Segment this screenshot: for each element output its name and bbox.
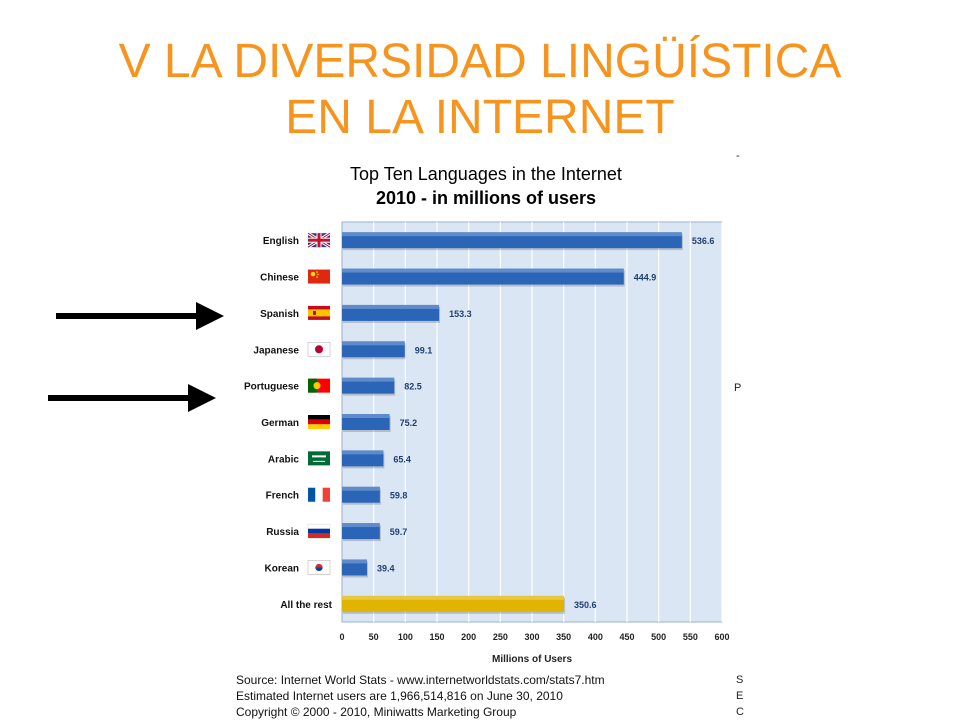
value-label: 65.4 [393, 454, 411, 464]
bar-chinese [342, 268, 624, 285]
value-label: 536.6 [692, 236, 715, 246]
bar-highlight [342, 559, 367, 564]
category-label: German [261, 418, 299, 429]
x-tick-label: 100 [398, 632, 413, 642]
category-label: Portuguese [244, 382, 299, 393]
value-label: 39.4 [377, 563, 395, 573]
source-line-3: Copyright © 2000 - 2010, Miniwatts Marke… [236, 705, 517, 719]
bar-highlight [342, 414, 390, 418]
portugal-flag-icon [308, 378, 330, 393]
bar-highlight [342, 232, 682, 237]
bar-japanese [342, 341, 405, 358]
bar-highlight [342, 523, 380, 528]
germany-flag-icon [308, 415, 330, 429]
category-label: English [263, 236, 299, 247]
value-label: 99.1 [415, 345, 433, 355]
arrow-portuguese [48, 384, 216, 412]
slide-title: V LA DIVERSIDAD LINGÜÍSTICA EN LA INTERN… [0, 34, 960, 146]
value-label: 59.7 [390, 527, 408, 537]
value-label: 153.3 [449, 309, 472, 319]
category-label: Japanese [253, 345, 299, 356]
bar-highlight [342, 268, 624, 273]
source-note: Source: Internet World Stats - www.inter… [236, 672, 605, 720]
category-label: Russia [266, 527, 299, 538]
korea-flag-icon [307, 560, 331, 575]
category-label: All the rest [280, 600, 332, 611]
bar-korean [342, 559, 367, 576]
bar-english [342, 232, 682, 249]
bar-german [342, 414, 390, 430]
category-label: Chinese [260, 273, 299, 284]
x-axis-label: Millions of Users [492, 654, 572, 665]
chart-subtitle: 2010 - in millions of users [376, 188, 596, 208]
bar-all-the-rest [342, 595, 565, 612]
bar-highlight [342, 595, 565, 600]
bar-arabic [342, 450, 384, 467]
saudi-flag-icon [308, 451, 330, 466]
x-tick-label: 350 [556, 632, 571, 642]
bar-portuguese [342, 377, 395, 394]
edge-mark-top: - [736, 150, 740, 162]
value-label: 350.6 [574, 600, 597, 610]
uk-flag-icon [307, 231, 331, 249]
bar-chart: Top Ten Languages in the Internet 2010 - … [244, 164, 730, 665]
x-tick-label: 400 [588, 632, 603, 642]
x-tick-label: 0 [339, 632, 344, 642]
chart-title: Top Ten Languages in the Internet [350, 164, 622, 184]
edge-mark-right-bottom-3: C [736, 706, 744, 718]
chart-panel: Top Ten Languages in the Internet 2010 - … [234, 150, 738, 668]
category-label: Arabic [268, 454, 300, 465]
slide-title-line2: EN LA INTERNET [285, 91, 675, 144]
source-line-1: Source: Internet World Stats - www.inter… [236, 673, 605, 687]
x-tick-label: 50 [369, 632, 379, 642]
category-label: French [266, 491, 299, 502]
x-tick-label: 450 [619, 632, 634, 642]
category-label: Spanish [260, 309, 299, 320]
arrow-spanish [56, 302, 224, 330]
bar-french [342, 486, 380, 503]
edge-mark-right-bottom-1: S [736, 674, 744, 686]
source-line-2: Estimated Internet users are 1,966,514,8… [236, 689, 563, 703]
x-tick-label: 550 [683, 632, 698, 642]
x-tick-label: 500 [651, 632, 666, 642]
value-label: 444.9 [634, 273, 657, 283]
value-label: 59.8 [390, 491, 408, 501]
x-tick-label: 600 [714, 632, 729, 642]
china-flag-icon [308, 269, 330, 284]
bar-spanish [342, 304, 440, 321]
x-tick-label: 300 [524, 632, 539, 642]
bar-highlight [342, 450, 384, 455]
bar-highlight [342, 341, 405, 346]
value-label: 75.2 [400, 418, 418, 428]
spain-flag-icon [308, 305, 330, 320]
slide-title-line1: V LA DIVERSIDAD LINGÜÍSTICA [118, 35, 842, 88]
france-flag-icon [308, 487, 330, 502]
japan-flag-icon [307, 342, 331, 357]
x-tick-label: 200 [461, 632, 476, 642]
bar-highlight [342, 486, 380, 491]
bar-highlight [342, 377, 395, 382]
x-tick-label: 250 [493, 632, 508, 642]
value-label: 82.5 [404, 382, 422, 392]
category-label: Korean [265, 563, 299, 574]
x-tick-label: 150 [429, 632, 444, 642]
bar-highlight [342, 304, 440, 309]
edge-mark-right-bottom-2: E [736, 690, 744, 702]
russia-flag-icon [307, 523, 331, 539]
bar-russia [342, 523, 380, 540]
edge-mark-right-mid: P [734, 382, 742, 394]
